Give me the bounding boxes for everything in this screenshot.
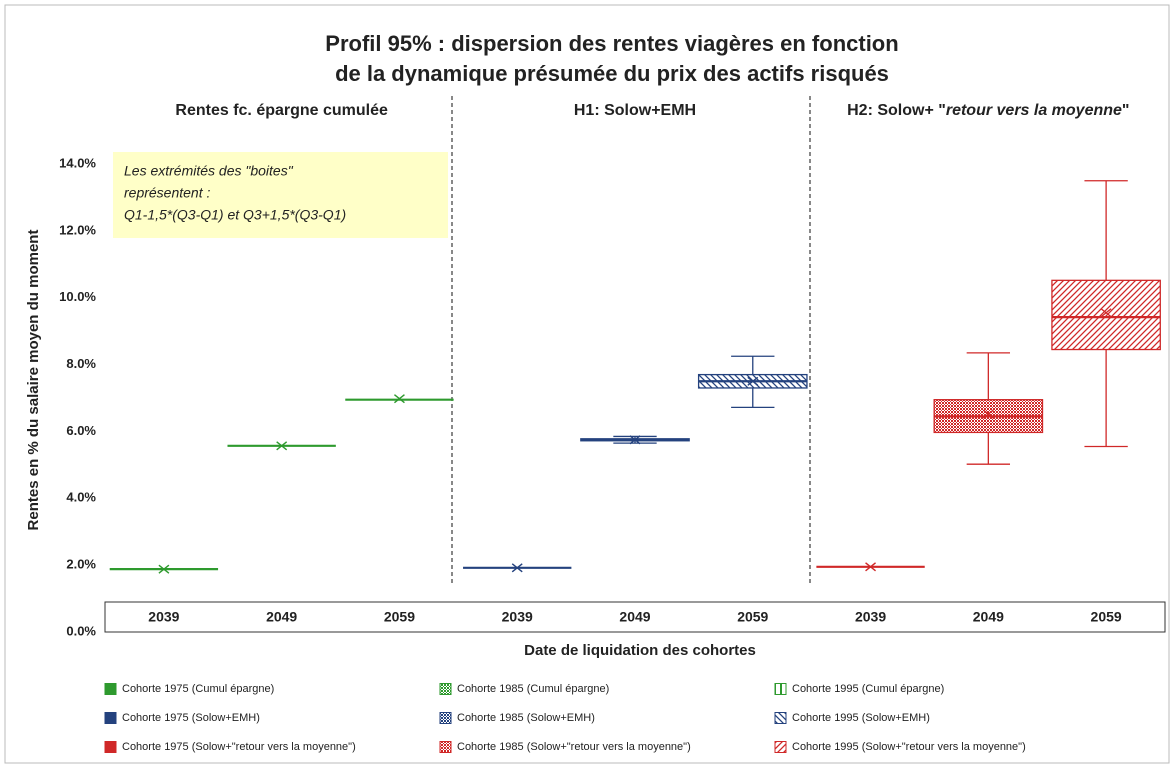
legend-label: Cohorte 1995 (Solow+"retour vers la moye… <box>792 741 1026 753</box>
x-tick-label: 2059 <box>1091 609 1122 625</box>
mean-marker <box>982 409 994 419</box>
legend-swatch <box>774 741 787 753</box>
legend-swatch <box>104 683 117 695</box>
chart-title: de la dynamique présumée du prix des act… <box>335 61 889 86</box>
section-header: H1: Solow+EMH <box>574 102 696 119</box>
legend-label: Cohorte 1995 (Cumul épargne) <box>792 683 944 695</box>
legend-swatch <box>774 712 787 724</box>
legend-swatch <box>774 683 787 695</box>
y-axis-label: Rentes en % du salaire moyen du moment <box>25 230 42 531</box>
y-tick-label: 12.0% <box>59 222 96 237</box>
legend-label: Cohorte 1985 (Solow+"retour vers la moye… <box>457 741 691 753</box>
y-tick-label: 4.0% <box>66 490 96 505</box>
x-tick-label: 2049 <box>266 609 297 625</box>
x-tick-label: 2049 <box>619 609 650 625</box>
annotation: Les extrémités des "boites" <box>124 163 294 179</box>
chart-title: Profil 95% : dispersion des rentes viagè… <box>325 31 898 56</box>
y-tick-label: 2.0% <box>66 557 96 572</box>
y-tick-label: 0.0% <box>66 623 96 638</box>
mean-marker <box>747 376 759 386</box>
x-tick-label: 2039 <box>148 609 179 625</box>
section-header: Rentes fc. épargne cumulée <box>175 102 388 119</box>
x-tick-label: 2059 <box>737 609 768 625</box>
legend-swatch <box>439 741 452 753</box>
x-tick-label: 2039 <box>855 609 886 625</box>
section-header-part: H2: Solow+ " <box>847 102 946 119</box>
annotation-box <box>113 152 448 238</box>
section-header-part: H1: Solow+EMH <box>574 102 696 119</box>
y-tick-label: 8.0% <box>66 356 96 371</box>
x-tick-label: 2049 <box>973 609 1004 625</box>
legend-swatch <box>439 712 452 724</box>
legend-label: Cohorte 1985 (Cumul épargne) <box>457 683 609 695</box>
mean-marker <box>1100 308 1112 318</box>
legend-label: Cohorte 1985 (Solow+EMH) <box>457 712 595 724</box>
category-box <box>104 601 1166 633</box>
y-tick-label: 14.0% <box>59 155 96 170</box>
mean-marker <box>629 435 641 445</box>
section-header-part: Rentes fc. épargne cumulée <box>175 102 388 119</box>
legend-label: Cohorte 1995 (Solow+EMH) <box>792 712 930 724</box>
legend-label: Cohorte 1975 (Solow+"retour vers la moye… <box>122 741 356 753</box>
section-header-part: " <box>1122 102 1130 119</box>
x-tick-label: 2059 <box>384 609 415 625</box>
y-tick-label: 10.0% <box>59 289 96 304</box>
x-axis-label: Date de liquidation des cohortes <box>524 642 756 659</box>
legend-swatch <box>104 741 117 753</box>
legend-swatch <box>439 683 452 695</box>
legend-label: Cohorte 1975 (Cumul épargne) <box>122 683 274 695</box>
mean-marker <box>865 562 876 572</box>
y-tick-label: 6.0% <box>66 423 96 438</box>
box <box>1051 279 1161 351</box>
annotation: représentent : <box>124 185 210 201</box>
chart-frame <box>4 4 1170 764</box>
x-tick-label: 2039 <box>502 609 533 625</box>
section-header-part: retour vers la moyenne <box>946 102 1122 119</box>
legend-swatch <box>104 712 117 724</box>
annotation: Q1-1,5*(Q3-Q1) et Q3+1,5*(Q3-Q1) <box>124 207 346 223</box>
mean-marker <box>511 563 523 573</box>
legend-label: Cohorte 1975 (Solow+EMH) <box>122 712 260 724</box>
mean-marker <box>276 441 288 451</box>
mean-marker <box>394 394 405 404</box>
section-header: H2: Solow+ "retour vers la moyenne" <box>847 102 1129 119</box>
mean-marker <box>158 564 170 574</box>
